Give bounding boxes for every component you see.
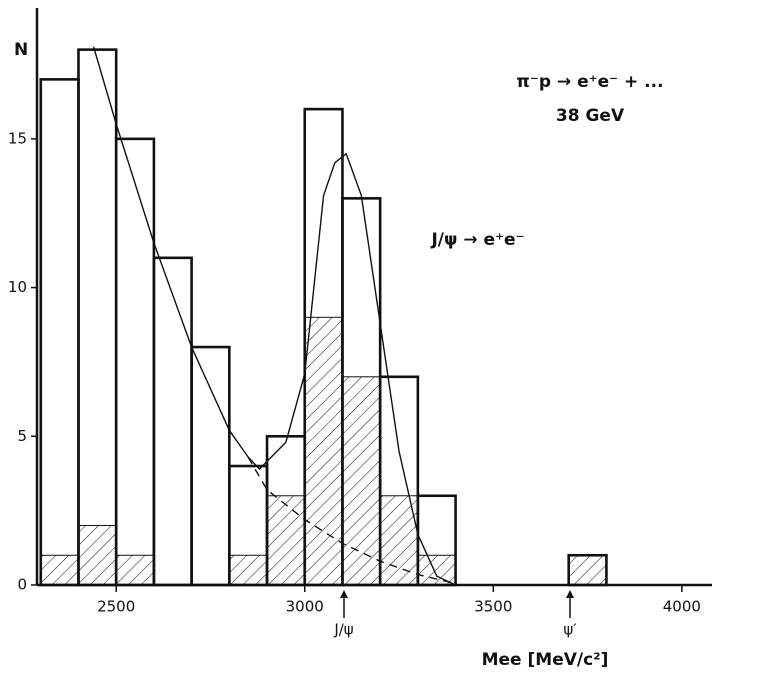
bar <box>568 554 607 586</box>
bar <box>115 554 155 586</box>
bar <box>40 554 79 586</box>
y-tick-label: 0 <box>17 576 27 594</box>
jpsi-label: J/ψ <box>333 621 353 639</box>
bar <box>417 554 457 586</box>
y-tick-label: 10 <box>8 278 27 296</box>
y-tick-label: 5 <box>17 427 27 445</box>
reaction-label: π⁻p → e⁺e⁻ + ... <box>516 72 663 92</box>
bar <box>77 525 117 586</box>
x-tick-label: 4000 <box>663 598 701 616</box>
arrow-head <box>566 590 574 598</box>
bar <box>39 78 80 587</box>
psiprime-label: ψ′ <box>563 621 577 639</box>
bar <box>341 376 381 586</box>
bar <box>114 137 156 587</box>
x-tick-label: 3500 <box>474 598 512 616</box>
curve <box>92 46 456 586</box>
bar <box>77 48 118 587</box>
bar <box>266 495 306 586</box>
y-axis-label: N <box>14 40 28 60</box>
bar <box>228 554 268 586</box>
decay-label: J/ψ → e⁺e⁻ <box>430 230 524 250</box>
y-tick-label: 15 <box>8 129 27 147</box>
bar <box>152 256 193 587</box>
arrow-head <box>340 590 348 598</box>
x-tick-label: 3000 <box>286 598 324 616</box>
energy-label: 38 GeV <box>556 106 625 126</box>
bar <box>304 316 343 586</box>
bar <box>190 345 231 587</box>
x-tick-label: 2500 <box>97 598 135 616</box>
x-axis-label: Mee [MeV/c²] <box>482 650 609 670</box>
curve <box>247 456 456 585</box>
